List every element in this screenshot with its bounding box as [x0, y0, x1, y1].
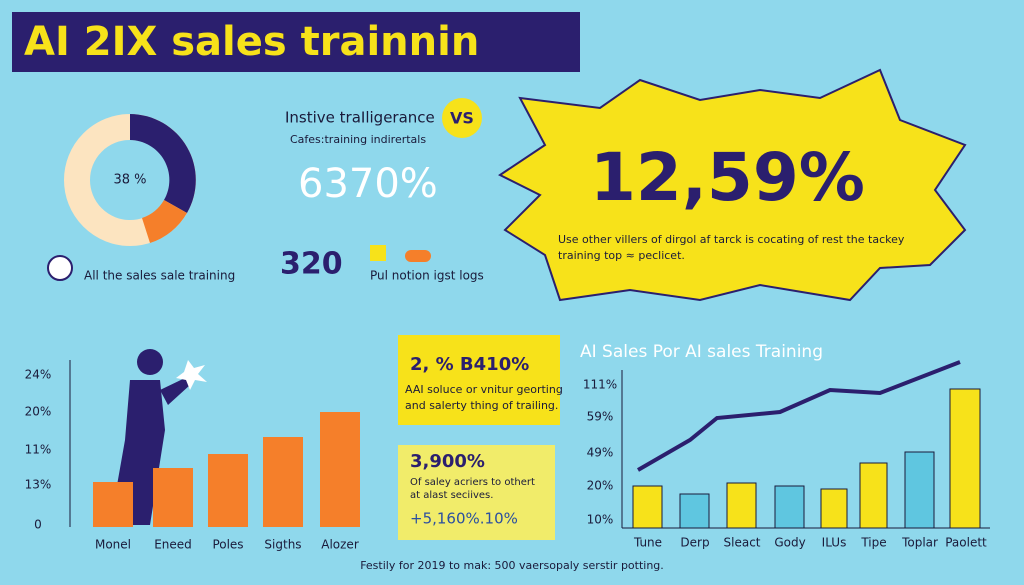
small-number: 320	[280, 247, 343, 282]
x-tick-label: Sleact	[724, 536, 761, 550]
box-number: 3,900%	[410, 451, 485, 472]
box-text: Of saley acriers to othert	[410, 477, 535, 488]
icons-caption: Pul notion igst logs	[370, 269, 484, 283]
bar	[774, 485, 805, 529]
bar	[632, 485, 663, 529]
x-tick-label: Tipe	[860, 536, 886, 550]
x-tick-label: Monel	[95, 538, 131, 552]
y-tick-label: 20%	[25, 405, 52, 419]
y-tick-label: 24%	[25, 368, 52, 382]
x-tick-label: Poles	[212, 538, 243, 552]
badge: VS	[450, 109, 474, 128]
bar	[726, 482, 757, 529]
heading: Instive traIligerance	[285, 109, 435, 127]
y-tick-label: 10%	[587, 513, 614, 527]
bar	[679, 493, 710, 529]
box-footer: +5,160%.10%	[410, 510, 518, 528]
bar	[904, 451, 935, 529]
icon	[370, 245, 386, 261]
box	[398, 335, 560, 425]
box-text: at alast seciives.	[410, 490, 493, 501]
x-tick-label: Alozer	[321, 538, 359, 552]
spark	[176, 360, 207, 390]
icon	[47, 255, 73, 281]
chart-title: AI Sales Por AI sales Training	[580, 342, 823, 362]
icon	[405, 250, 431, 262]
donut	[64, 114, 196, 246]
subheading: Cafes:training indirertals	[290, 133, 426, 146]
y-tick-label: 59%	[587, 410, 614, 424]
burst-text: Use other villers of dirgol af tarck is …	[558, 233, 905, 246]
box-number: 2, % B410%	[410, 354, 529, 375]
big-number: 6370%	[298, 161, 438, 207]
y-tick-label: 11%	[25, 443, 52, 457]
y-tick-label: 111%	[583, 378, 617, 392]
box-text: and salerty thing of trailing.	[405, 399, 558, 412]
starburst	[498, 68, 967, 302]
trend-line	[637, 360, 961, 472]
y-tick-label: 49%	[587, 446, 614, 460]
footer: Festily for 2019 to mak: 500 vaersopaly …	[360, 559, 664, 572]
box-text: AAI soluce or vnitur georting	[405, 383, 563, 396]
x-tick-label: ILUs	[822, 536, 847, 550]
burst-number: 12,59%	[590, 139, 865, 216]
donut-caption: All the sales sale training	[84, 269, 235, 283]
x-tick-label: Derp	[680, 536, 709, 550]
y-tick-label: 0	[34, 518, 42, 532]
title-bar	[12, 12, 580, 72]
bar	[859, 462, 888, 529]
x-tick-label: Eneed	[154, 538, 192, 552]
burst-text: training top ≈ peclicet.	[558, 249, 685, 262]
x-tick-label: Paolett	[945, 536, 987, 550]
title: AI 2IX sales trainnin	[24, 19, 479, 65]
x-tick-label: Sigths	[264, 538, 301, 552]
y-tick-label: 13%	[25, 478, 52, 492]
x-tick-label: Toplar	[901, 536, 938, 550]
bar	[820, 488, 848, 529]
box	[398, 445, 555, 540]
x-tick-label: Gody	[774, 536, 805, 550]
bars	[93, 412, 360, 527]
y-tick-label: 20%	[587, 479, 614, 493]
badge-circle	[442, 98, 482, 138]
donut-label: 38 %	[113, 173, 146, 188]
x-tick-label: Tune	[633, 536, 662, 550]
bar	[949, 388, 981, 529]
